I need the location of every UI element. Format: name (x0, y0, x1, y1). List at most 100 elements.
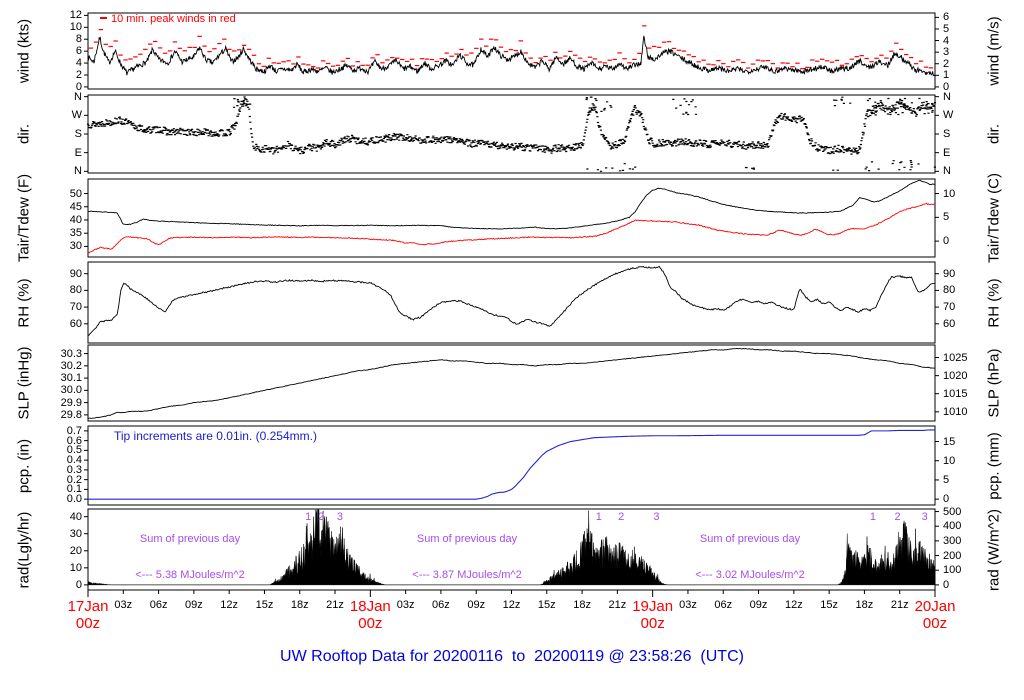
ytick-label-left-precipitation: 0.2 (66, 473, 82, 486)
sum-annotation-line1: Sum of previous day (139, 533, 241, 545)
ytick-label-left-wind: 2 (75, 68, 82, 81)
sum-annotation-line2: <--- 3.87 MJoules/m^2 (412, 569, 522, 581)
red-dash-icon (100, 17, 107, 19)
ytick-label-left-solar_radiation: 30 (69, 527, 82, 540)
xtick-label-06z: 06z (149, 599, 168, 611)
ytick-label-left-solar_radiation: 40 (69, 510, 82, 523)
xtick-label-21z: 21z (890, 599, 909, 611)
ytick-label-right-precipitation: 0 (943, 493, 950, 506)
xtick-label-18z: 18z (573, 599, 591, 611)
ytick-label-left-dir: W (71, 109, 82, 122)
ytick-label-right-solar_radiation: 100 (943, 564, 962, 577)
ytick-label-left-precipitation: 0.1 (66, 483, 82, 496)
ytick-label-left-dir: E (74, 146, 82, 159)
sum-annotation-day3: Sum of previous day <--- 3.02 MJoules/m^… (695, 509, 804, 605)
ytick-label-left-wind: 4 (75, 57, 82, 70)
ytick-label-left-temperature: 35 (69, 227, 82, 240)
xtick-label-09z: 09z (749, 599, 768, 611)
series-t_air_f (87, 179, 936, 230)
xtick-label-12z: 12z (220, 599, 239, 611)
day-label-sub-17Jan: 00z (75, 615, 101, 632)
series-t_dew_f (87, 202, 936, 254)
xtick-label-06z: 06z (714, 599, 733, 611)
series-precip_accum_in (88, 429, 935, 500)
ytick-label-left-sea_level_pressure: 30.2 (60, 359, 82, 372)
axis-label-left-sea_level_pressure: SLP (inHg) (15, 346, 33, 420)
ytick-label-left-wind: 6 (75, 45, 82, 58)
day-label-19Jan: 19Jan (632, 598, 674, 615)
ytick-label-left-dir: S (74, 128, 82, 140)
ytick-label-left-wind: 10 (69, 21, 82, 34)
ytick-label-right-relative_humidity: 90 (943, 267, 956, 280)
series-wind_direction (86, 96, 937, 172)
day-label-18Jan: 18Jan (349, 598, 391, 615)
day-label-sub-18Jan: 00z (358, 615, 383, 632)
sum-annotation-line1: Sum of previous day (699, 533, 801, 545)
xtick-label-03z: 03z (114, 599, 133, 611)
day-label-sub-19Jan: 00z (640, 615, 665, 632)
axis-label-right-temperature: Tair/Tdew (C) (985, 172, 1003, 264)
ytick-label-right-dir: S (943, 128, 951, 140)
axis-label-left-precipitation: pcp. (in) (15, 438, 33, 493)
sum-annotation-day1: Sum of previous day <--- 5.38 MJoules/m^… (135, 509, 244, 605)
ytick-label-left-precipitation: 0.3 (66, 463, 82, 476)
ytick-label-right-dir: N (943, 90, 951, 103)
ytick-label-left-dir: N (74, 90, 82, 103)
xtick-label-15z: 15z (255, 599, 274, 611)
ytick-label-left-solar_radiation: 0 (75, 578, 82, 591)
rad-peak-marker-3: 3 (336, 511, 344, 523)
ytick-label-right-temperature: 10 (943, 187, 956, 200)
ytick-label-right-temperature: 5 (943, 211, 950, 224)
ytick-label-left-temperature: 50 (69, 187, 82, 200)
rad-peak-marker-1: 1 (595, 511, 602, 523)
ytick-label-left-temperature: 40 (69, 213, 82, 226)
sum-annotation-day2: Sum of previous day <--- 3.87 MJoules/m^… (412, 509, 521, 605)
ytick-label-left-sea_level_pressure: 29.8 (60, 408, 82, 421)
xtick-label-21z: 21z (608, 599, 627, 611)
sum-annotation-line2: <--- 3.02 MJoules/m^2 (695, 569, 805, 581)
rad-peak-marker-2: 2 (894, 511, 901, 523)
ytick-label-left-relative_humidity: 90 (69, 267, 82, 280)
series-wind_kts (87, 35, 936, 77)
rad-peak-marker-3: 3 (653, 511, 660, 523)
panel-border-relative_humidity (87, 261, 936, 344)
xtick-label-03z: 03z (396, 599, 415, 611)
series-solar_rad_lgly_hr (87, 509, 936, 586)
ytick-label-right-dir: W (943, 109, 954, 122)
day-label-20Jan: 20Jan (914, 598, 956, 615)
day-label-17Jan: 17Jan (67, 598, 109, 615)
ytick-label-right-dir: E (943, 146, 951, 159)
panel-border-temperature (87, 178, 936, 258)
ytick-label-right-precipitation: 10 (943, 454, 956, 467)
ytick-label-right-sea_level_pressure: 1020 (943, 369, 968, 382)
peak-wind-legend: 10 min. peak winds in red (100, 13, 236, 25)
ytick-label-left-sea_level_pressure: 29.9 (60, 396, 82, 409)
ytick-label-left-temperature: 45 (69, 200, 82, 213)
ytick-label-left-wind: 12 (69, 9, 82, 22)
rad-peak-marker-2: 2 (618, 511, 625, 523)
ytick-label-left-precipitation: 0.4 (66, 454, 82, 467)
axis-label-right-relative_humidity: RH (%) (985, 277, 1003, 328)
ytick-label-right-wind: 0 (943, 80, 950, 93)
xtick-label-12z: 12z (502, 599, 521, 611)
ytick-label-left-solar_radiation: 20 (69, 544, 82, 557)
sum-annotation-line2: <--- 5.38 MJoules/m^2 (135, 569, 245, 581)
ytick-label-left-sea_level_pressure: 30.0 (60, 384, 82, 397)
xtick-label-12z: 12z (784, 599, 803, 611)
ytick-label-left-wind: 0 (75, 80, 82, 93)
xtick-label-18z: 18z (290, 599, 309, 611)
ytick-label-right-temperature: 0 (943, 235, 950, 248)
peak-wind-legend-text: 10 min. peak winds in red (111, 13, 236, 25)
ytick-label-right-sea_level_pressure: 1010 (943, 405, 968, 418)
ytick-label-left-precipitation: 0.7 (66, 424, 82, 437)
ytick-label-left-precipitation: 0.0 (66, 493, 82, 506)
ytick-label-right-sea_level_pressure: 1015 (943, 387, 968, 400)
ytick-label-right-solar_radiation: 300 (943, 534, 962, 547)
ytick-label-right-wind: 6 (943, 11, 950, 24)
ytick-label-left-precipitation: 0.6 (66, 434, 82, 447)
axis-label-right-sea_level_pressure: SLP (hPa) (985, 348, 1003, 418)
rad-peak-marker-1: 1 (869, 511, 876, 523)
rad-peak-marker-2: 2 (318, 511, 325, 523)
axis-label-right-solar_radiation: rad (W/m^2) (985, 508, 1003, 591)
